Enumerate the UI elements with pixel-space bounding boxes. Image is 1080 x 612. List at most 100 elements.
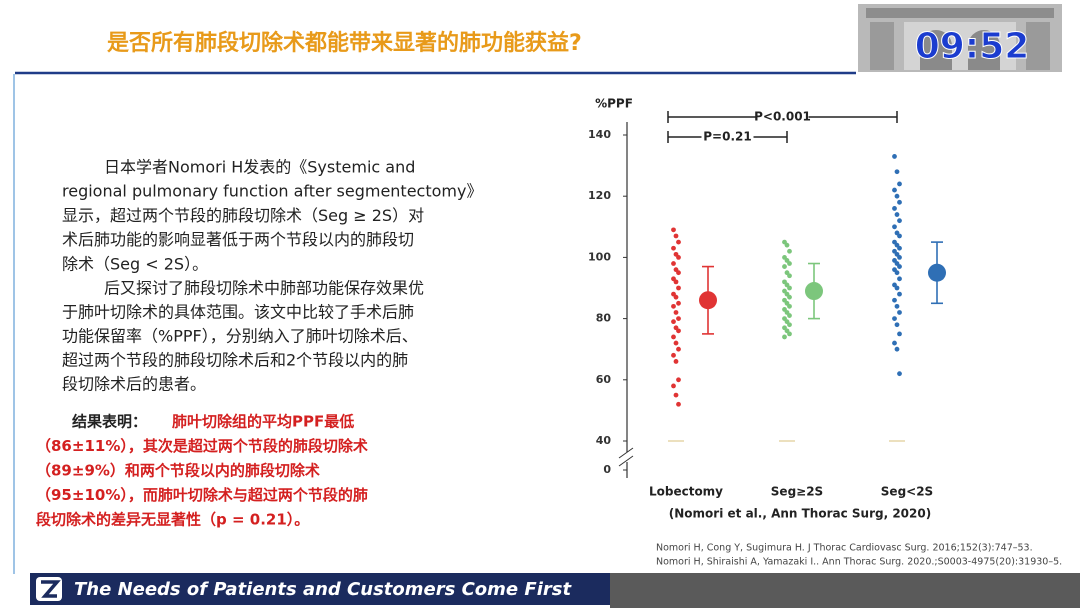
data-dot bbox=[892, 154, 897, 159]
data-dot bbox=[894, 285, 900, 291]
data-dot bbox=[892, 297, 897, 303]
paragraph-line: 除术（Seg < 2S）。 bbox=[62, 254, 208, 273]
paragraph-line: 超过两个节段的肺段切除术后和2个节段以内的肺 bbox=[62, 351, 408, 370]
result-label: 结果表明： bbox=[72, 413, 147, 431]
paragraph-line: 显示，超过两个节段的肺段切除术（Seg ≥ 2S）对 bbox=[62, 206, 424, 225]
annotation: P=0.21 bbox=[703, 130, 751, 144]
data-dot bbox=[892, 206, 897, 211]
data-dot bbox=[787, 248, 792, 254]
y-tick-label: 140 bbox=[588, 128, 611, 141]
data-dot bbox=[673, 233, 679, 239]
data-dot bbox=[787, 261, 792, 266]
mean-dot bbox=[805, 282, 823, 301]
data-dot bbox=[787, 294, 792, 300]
data-dot bbox=[787, 303, 792, 309]
data-dot bbox=[671, 227, 676, 233]
data-dot bbox=[787, 273, 792, 279]
data-dot bbox=[782, 264, 787, 269]
data-dot bbox=[671, 303, 676, 309]
data-dot bbox=[671, 319, 676, 325]
data-dot bbox=[676, 346, 681, 352]
data-dot bbox=[673, 392, 679, 398]
paragraph-line: 段切除术后的患者。 bbox=[62, 375, 206, 394]
data-dot bbox=[892, 340, 897, 346]
data-dot bbox=[894, 169, 900, 175]
data-dot bbox=[894, 212, 900, 217]
footer-bar bbox=[30, 573, 610, 605]
result-line: 肺叶切除组的平均PPF最低 bbox=[172, 413, 354, 431]
data-dot bbox=[894, 193, 900, 199]
mean-dot bbox=[699, 291, 717, 310]
data-dot bbox=[676, 285, 681, 291]
data-dot bbox=[897, 291, 902, 297]
result-line: （89±9%）和两个节段以内的肺段切除术 bbox=[36, 462, 320, 480]
y-tick-label: 120 bbox=[588, 189, 611, 202]
data-dot bbox=[673, 294, 679, 300]
y-tick-label: 0 bbox=[603, 463, 611, 476]
data-dot bbox=[676, 255, 681, 260]
header-image bbox=[858, 4, 1062, 72]
y-tick-label: 40 bbox=[596, 434, 612, 447]
data-dot bbox=[894, 346, 900, 352]
data-dot bbox=[673, 359, 679, 364]
paragraph-line: 日本学者Nomori H发表的《Systemic and bbox=[104, 158, 415, 177]
data-dot bbox=[787, 322, 792, 328]
annotation-bg bbox=[756, 109, 809, 125]
data-dot bbox=[897, 181, 902, 187]
timer: 09:52 bbox=[915, 26, 1030, 67]
data-dot bbox=[894, 322, 900, 328]
footer-logo-mark bbox=[41, 580, 61, 598]
data-dot bbox=[673, 340, 679, 346]
data-dot bbox=[897, 255, 902, 260]
data-dot bbox=[892, 187, 897, 193]
slide-title: 是否所有肺段切除术都能带来显著的肺功能获益? bbox=[107, 30, 582, 56]
axis-break bbox=[618, 447, 634, 467]
data-dot bbox=[894, 270, 900, 276]
data-dot bbox=[897, 276, 902, 282]
y-tick-label: 60 bbox=[596, 373, 612, 386]
data-dot bbox=[782, 334, 787, 340]
mean-dot bbox=[928, 263, 946, 282]
data-dot bbox=[671, 245, 676, 251]
paragraph-line: 后又探讨了肺段切除术中肺部功能保存效果优 bbox=[104, 279, 424, 298]
y-tick-label: 80 bbox=[596, 312, 612, 325]
data-dot bbox=[676, 300, 681, 306]
paragraph-line: 术后肺功能的影响显著低于两个节段以内的肺段切 bbox=[62, 230, 414, 249]
paragraph-line: 功能保留率（%PPF），分别纳入了肺叶切除术后、 bbox=[62, 327, 418, 346]
data-dot bbox=[671, 352, 676, 358]
y-axis-title: %PPF bbox=[595, 97, 633, 111]
reference: Nomori H, Shiraishi A, Yamazaki I.. Ann … bbox=[656, 557, 1062, 568]
data-dot bbox=[897, 199, 902, 205]
reference: Nomori H, Cong Y, Sugimura H. J Thorac C… bbox=[656, 543, 1033, 554]
data-dot bbox=[673, 310, 679, 315]
data-dot bbox=[676, 328, 681, 334]
data-dot bbox=[784, 242, 790, 248]
data-dot bbox=[897, 245, 902, 251]
category-label: Lobectomy bbox=[649, 485, 723, 499]
data-dot bbox=[897, 310, 902, 315]
data-dot bbox=[897, 233, 902, 239]
data-dot bbox=[892, 224, 897, 230]
data-dot bbox=[787, 313, 792, 318]
data-dot bbox=[673, 279, 679, 285]
category-label: Seg≥2S bbox=[771, 485, 823, 499]
data-dot bbox=[897, 331, 902, 337]
data-dot bbox=[676, 316, 681, 321]
data-dot bbox=[894, 303, 900, 309]
result-line: （86±11%），其次是超过两个节段的肺段切除术 bbox=[36, 437, 368, 455]
chart-source: (Nomori et al., Ann Thorac Surg, 2020) bbox=[669, 507, 931, 521]
data-dot bbox=[671, 334, 676, 340]
data-dot bbox=[897, 371, 902, 377]
paragraph-line: 于肺叶切除术的具体范围。该文中比较了手术后肺 bbox=[62, 303, 414, 322]
data-dot bbox=[897, 218, 902, 224]
footer-gray bbox=[610, 573, 1080, 608]
annotation-bg bbox=[701, 129, 754, 145]
footer-slogan: The Needs of Patients and Customers Come… bbox=[74, 579, 572, 600]
data-dot bbox=[897, 264, 902, 269]
paragraph-line: regional pulmonary function after segmen… bbox=[62, 182, 482, 201]
data-dot bbox=[676, 239, 681, 245]
annotation: P<0.001 bbox=[754, 110, 811, 124]
data-dot bbox=[787, 285, 792, 291]
data-dot bbox=[676, 270, 681, 276]
